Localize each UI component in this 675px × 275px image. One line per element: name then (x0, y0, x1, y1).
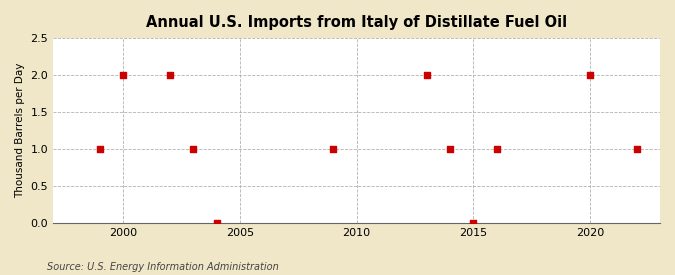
Point (631, 147, 642, 151)
Text: Source: U.S. Energy Information Administration: Source: U.S. Energy Information Administ… (47, 262, 279, 272)
Point (117, 73, 128, 77)
Y-axis label: Thousand Barrels per Day: Thousand Barrels per Day (15, 63, 25, 198)
Point (328, 147, 339, 151)
Point (188, 147, 198, 151)
Point (421, 73, 432, 77)
Point (165, 73, 176, 77)
Point (445, 147, 456, 151)
Point (211, 221, 222, 225)
Point (585, 73, 595, 77)
Point (491, 147, 502, 151)
Title: Annual U.S. Imports from Italy of Distillate Fuel Oil: Annual U.S. Imports from Italy of Distil… (146, 15, 567, 30)
Point (468, 221, 479, 225)
Point (95, 147, 105, 151)
